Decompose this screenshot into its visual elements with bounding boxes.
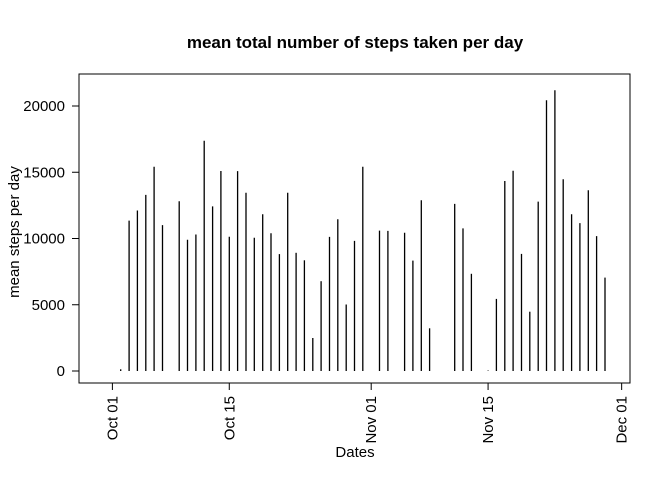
x-axis: Oct 01 Oct 15 Nov 01 Nov 15 Dec 01: [104, 382, 631, 444]
y-tick-label: 10000: [23, 231, 65, 248]
x-tick-label: Nov 15: [480, 396, 497, 444]
x-axis-label: Dates: [335, 444, 374, 461]
y-axis-label: mean steps per day: [6, 166, 23, 298]
y-tick-label: 20000: [23, 98, 65, 115]
x-tick-label: Nov 01: [363, 396, 380, 444]
chart-title: mean total number of steps taken per day: [187, 33, 524, 52]
y-tick-label: 15000: [23, 164, 65, 181]
bars-group: [120, 90, 606, 371]
y-axis: 0 5000 10000 15000 20000: [23, 98, 80, 380]
y-tick-label: 5000: [32, 297, 65, 314]
x-tick-label: Oct 15: [221, 396, 238, 440]
y-tick-label: 0: [57, 363, 65, 380]
x-tick-label: Oct 01: [104, 396, 121, 440]
x-tick-label: Dec 01: [614, 396, 631, 444]
